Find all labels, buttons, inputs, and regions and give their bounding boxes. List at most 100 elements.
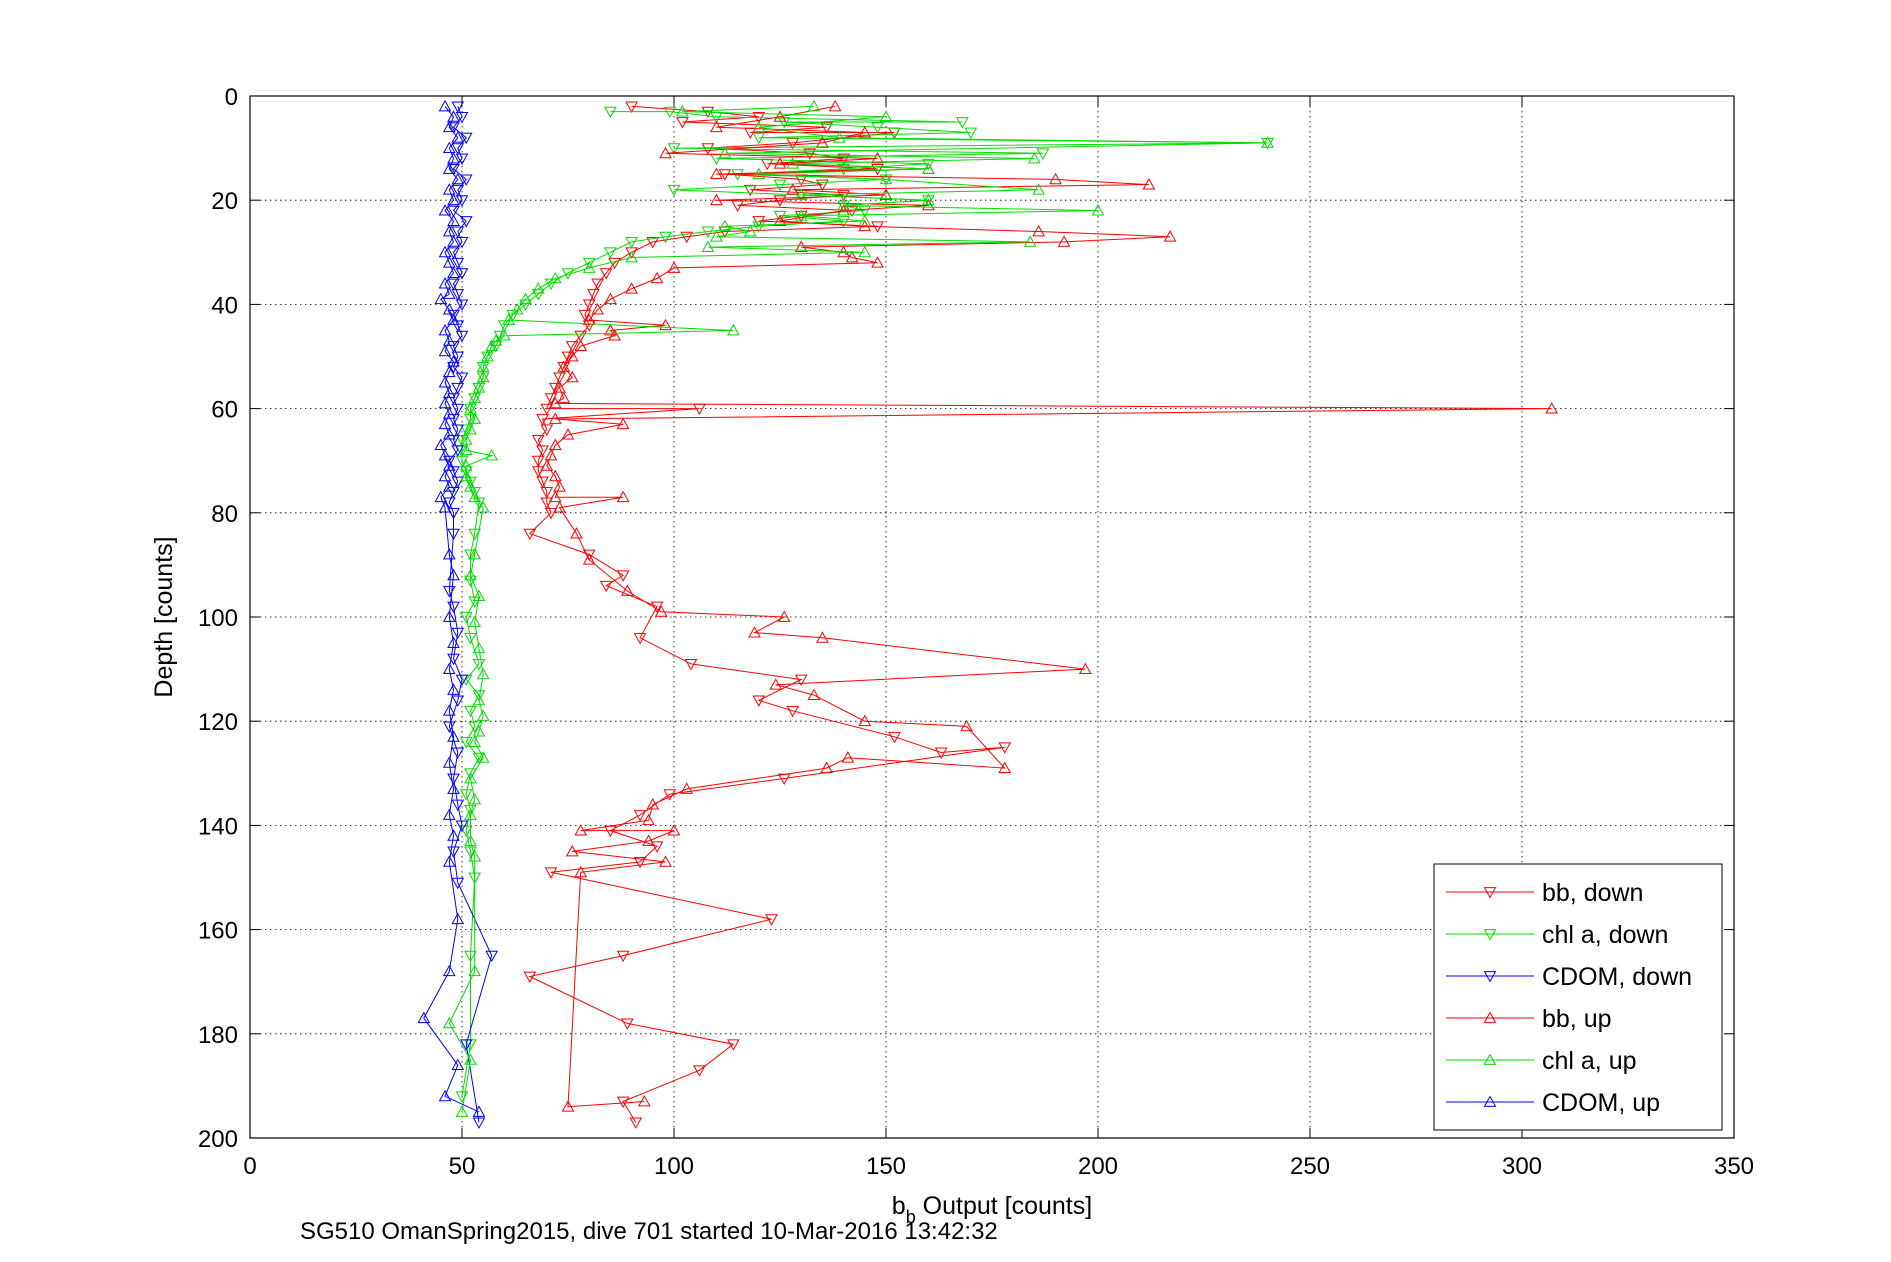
legend-marker	[1483, 971, 1497, 983]
data-point	[540, 497, 554, 509]
data-point	[434, 490, 448, 503]
data-point	[451, 695, 465, 707]
legend-label: CDOM, up	[1542, 1089, 1660, 1117]
data-point	[451, 1058, 465, 1070]
data-point	[468, 490, 482, 503]
data-point	[625, 236, 638, 249]
data-point	[743, 184, 757, 197]
data-point	[794, 209, 808, 221]
data-point	[816, 179, 829, 192]
legend-marker	[1483, 1011, 1497, 1023]
data-point	[748, 626, 761, 638]
data-point	[447, 487, 460, 499]
data-point	[447, 773, 460, 786]
data-point	[442, 455, 456, 468]
data-point	[442, 303, 456, 315]
data-point	[548, 438, 562, 450]
data-point	[621, 584, 634, 596]
data-point	[472, 725, 486, 737]
data-point	[680, 782, 694, 794]
data-point	[727, 1039, 740, 1051]
data-point	[710, 193, 723, 206]
data-point	[960, 719, 973, 732]
data-point	[540, 403, 554, 416]
data-point	[654, 605, 668, 617]
data-point	[438, 1089, 452, 1102]
data-point	[769, 678, 783, 690]
data-point	[807, 99, 821, 112]
y-tick-label: 140	[198, 813, 238, 840]
x-axis-label-sub: b	[906, 1207, 916, 1227]
data-point	[438, 344, 452, 357]
data-point	[447, 730, 460, 742]
data-point	[451, 627, 465, 640]
data-point	[693, 1065, 706, 1077]
data-point	[442, 497, 456, 509]
data-point	[447, 528, 460, 541]
data-point	[833, 131, 846, 143]
data-point	[604, 247, 617, 259]
data-point	[468, 547, 482, 560]
data-point	[650, 841, 664, 853]
data-point	[464, 422, 477, 435]
data-point	[447, 247, 460, 259]
data-point	[701, 240, 715, 252]
data-point	[553, 501, 566, 513]
data-point	[459, 825, 473, 838]
data-point	[553, 381, 566, 393]
data-point	[710, 120, 723, 133]
data-point	[604, 825, 617, 838]
series-chl-a-down	[455, 106, 1274, 1103]
data-point	[837, 200, 850, 212]
legend-label: bb, down	[1542, 879, 1643, 907]
data-point	[591, 303, 605, 315]
data-point	[934, 747, 948, 759]
data-point	[447, 355, 460, 367]
data-point	[786, 183, 800, 195]
data-point	[447, 164, 460, 176]
y-tick-label: 160	[198, 918, 238, 945]
data-point	[536, 476, 549, 489]
data-point	[574, 339, 588, 351]
data-point	[1049, 172, 1062, 185]
data-point	[837, 198, 850, 211]
data-point	[455, 299, 469, 311]
data-point	[502, 313, 515, 325]
data-point	[459, 1039, 473, 1051]
data-point	[442, 287, 456, 299]
data-point	[451, 101, 465, 113]
data-point	[472, 381, 486, 393]
data-point	[451, 424, 465, 436]
data-point	[442, 808, 456, 820]
data-point	[455, 268, 469, 280]
y-tick-label: 0	[225, 84, 238, 111]
data-point	[599, 268, 613, 280]
data-point	[553, 480, 566, 492]
data-point	[455, 330, 469, 343]
data-point	[459, 443, 473, 456]
data-point	[442, 407, 456, 419]
data-point	[459, 174, 473, 186]
data-point	[468, 528, 482, 541]
data-point	[472, 641, 486, 654]
data-point	[438, 396, 452, 409]
data-point	[523, 528, 537, 541]
data-point	[434, 292, 448, 305]
data-point	[451, 257, 465, 270]
series-bb-up	[540, 99, 1559, 1112]
data-point	[548, 490, 562, 503]
data-point	[650, 271, 664, 284]
data-point	[574, 330, 588, 343]
x-tick-label: 100	[654, 1153, 694, 1180]
series-line	[546, 105, 1552, 1108]
data-point	[464, 1053, 477, 1065]
data-point	[616, 1096, 630, 1109]
data-point	[582, 299, 596, 311]
data-point	[451, 403, 465, 416]
data-point	[519, 299, 532, 311]
data-point	[858, 714, 872, 727]
data-point	[773, 195, 787, 207]
data-point	[544, 507, 558, 520]
data-point	[659, 146, 672, 159]
